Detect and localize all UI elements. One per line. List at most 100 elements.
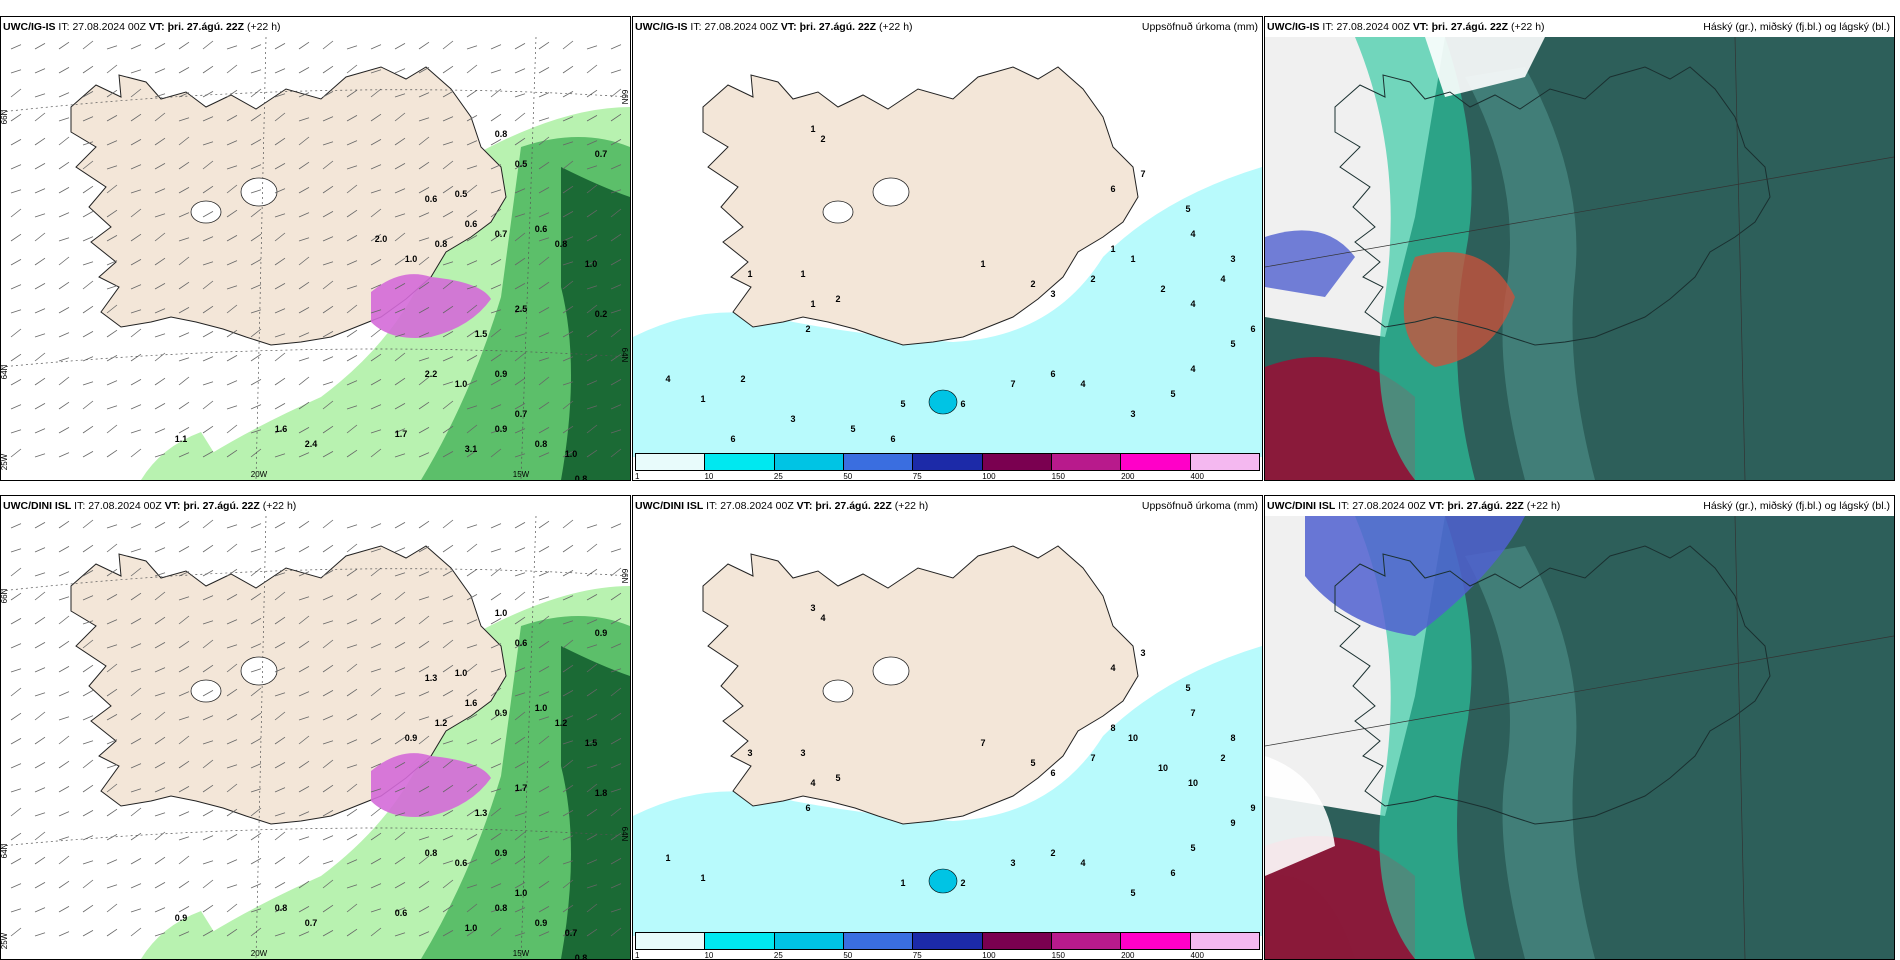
wind-barb [250, 548, 262, 553]
wind-barb [490, 927, 502, 937]
wind-barb [82, 211, 94, 218]
wind-barb [202, 91, 214, 98]
wind-barb [610, 668, 622, 673]
accum-value-label: 6 [890, 434, 895, 444]
wind-barb [370, 788, 382, 793]
wind-barb [562, 261, 574, 266]
wind-barb [130, 908, 142, 913]
wind-barb [130, 858, 142, 865]
wind-barb [586, 45, 598, 50]
wind-barb [466, 329, 478, 338]
wind-barb [250, 328, 262, 338]
wind-barb [610, 259, 622, 266]
wind-barb [346, 884, 358, 889]
wind-barb [274, 428, 286, 434]
wind-barb [106, 115, 118, 122]
wind-barb [442, 236, 454, 242]
wind-barb [178, 237, 190, 242]
wind-barb [178, 546, 190, 553]
wind-barb [586, 165, 598, 170]
wind-barb [226, 688, 238, 697]
wind-barb [394, 831, 406, 841]
colorbar-tick-label: 150 [1051, 472, 1066, 481]
wind-barb [58, 427, 70, 434]
wind-barb [34, 453, 46, 458]
wind-barb [202, 185, 214, 194]
wind-barb [442, 381, 454, 386]
wind-barb [322, 835, 334, 841]
colorbar-tick-label: 400 [1190, 951, 1204, 960]
wind-barb [442, 356, 454, 362]
wind-barb [394, 453, 406, 458]
wind-barb [154, 616, 166, 625]
wind-barb [442, 715, 454, 721]
wind-barb [130, 738, 142, 745]
accum-value-label: 4 [1080, 858, 1085, 868]
wind-barb [154, 377, 166, 386]
wind-barb [538, 117, 550, 122]
wind-barb [106, 260, 118, 266]
wind-barb [106, 304, 118, 314]
wind-barb [514, 591, 526, 601]
wind-barb [106, 928, 118, 937]
accum-value-label: 2 [820, 134, 825, 144]
wind-barb [82, 356, 94, 362]
lat-line-66 [1, 89, 630, 113]
wind-barb [418, 735, 430, 745]
wind-barb [130, 284, 142, 290]
wind-barb [226, 140, 238, 146]
wind-barb [562, 211, 574, 218]
precip-value-label: 0.8 [275, 903, 288, 913]
wind-barb [34, 188, 46, 194]
wind-barb [610, 69, 622, 74]
wind-barb [322, 400, 334, 410]
wind-barb [274, 932, 286, 937]
wind-barb [154, 93, 166, 98]
wind-barb [442, 810, 454, 817]
wind-barb [490, 908, 502, 913]
wind-barb [442, 570, 454, 577]
wind-barb [202, 759, 214, 769]
wind-barb [514, 352, 526, 362]
wind-barb [154, 257, 166, 266]
wind-barb [418, 596, 430, 601]
wind-barb [178, 357, 190, 362]
wind-barb [298, 760, 310, 769]
wind-barb [298, 786, 310, 793]
wind-barb [250, 379, 262, 386]
wind-barb [394, 428, 406, 434]
wind-barb [418, 452, 430, 458]
wind-barb [562, 305, 574, 314]
wind-barb [394, 163, 406, 170]
wind-barb [10, 548, 22, 553]
high-cloud-southwest [1265, 875, 1355, 959]
wind-barb [202, 381, 214, 386]
wind-barb [370, 832, 382, 841]
wind-barb [106, 859, 118, 865]
wind-barb [154, 163, 166, 170]
wind-barb [370, 44, 382, 50]
precip-heavy-area [371, 274, 491, 338]
wind-barb [490, 738, 502, 745]
wind-barb [82, 116, 94, 122]
wind-barb [58, 666, 70, 673]
colorbar-swatch [705, 933, 775, 949]
wind-barb [442, 595, 454, 601]
wind-barb [490, 883, 502, 889]
wind-barb [10, 618, 22, 625]
wind-barb [154, 283, 166, 290]
wind-barb [274, 308, 286, 314]
accum-value-label: 5 [1185, 204, 1190, 214]
wind-barb [202, 740, 214, 745]
wind-barb [250, 712, 262, 721]
wind-barb [178, 256, 190, 266]
wind-barb [250, 592, 262, 601]
precip-value-label: 0.7 [495, 229, 508, 239]
wind-barb [418, 212, 430, 218]
wind-barb [34, 812, 46, 817]
wind-barb [58, 786, 70, 793]
wind-barb [34, 736, 46, 745]
wind-barb [82, 810, 94, 817]
mid-cloud-blue [1305, 516, 1525, 636]
wind-barb [586, 688, 598, 697]
